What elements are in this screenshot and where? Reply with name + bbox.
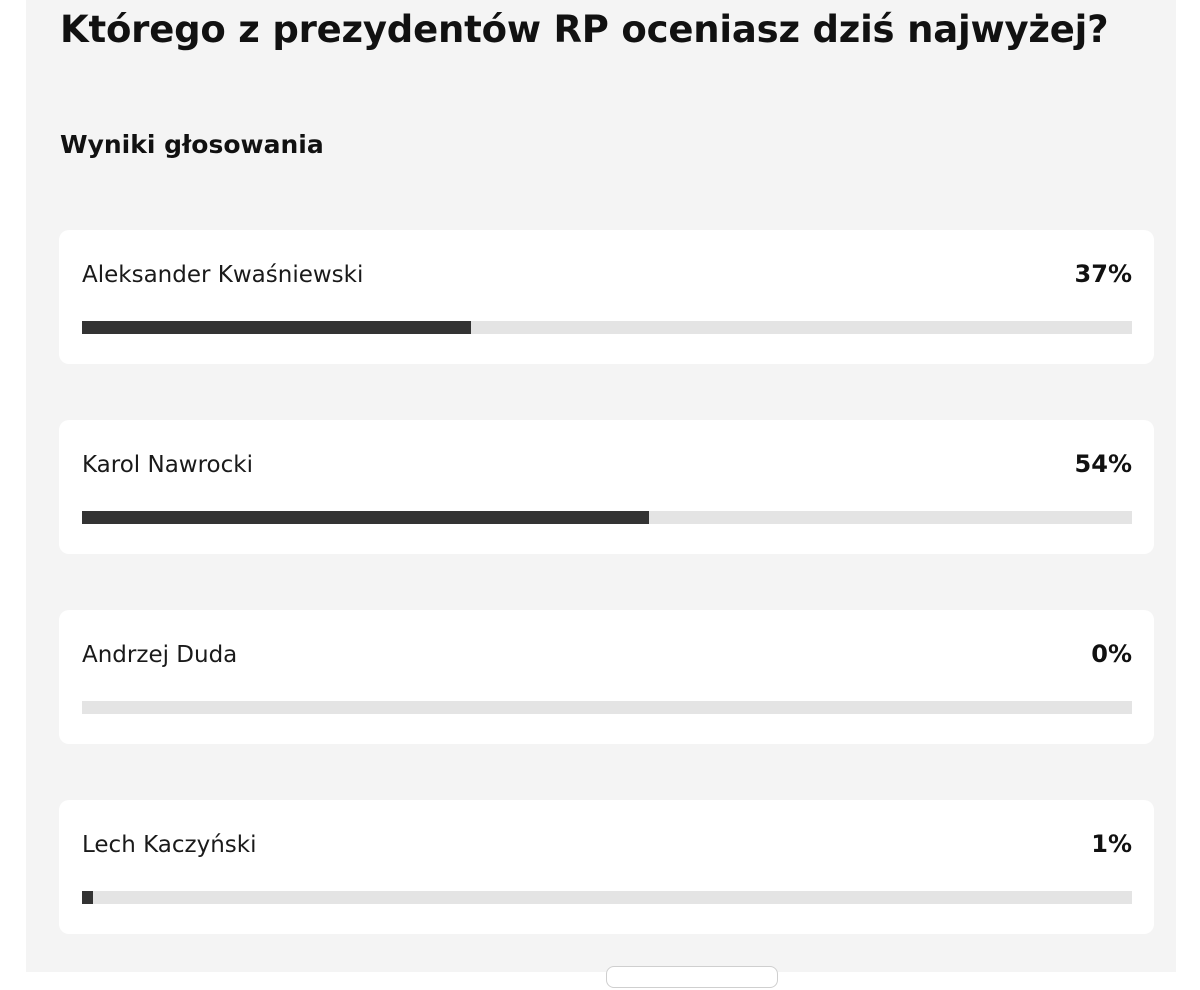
results-heading: Wyniki głosowania: [60, 130, 324, 159]
poll-panel: Którego z prezydentów RP oceniasz dziś n…: [26, 0, 1176, 988]
option-percent: 37%: [1074, 260, 1132, 288]
result-card: Aleksander Kwaśniewski 37%: [59, 230, 1154, 364]
progress-bar-fill: [82, 891, 93, 904]
result-card: Lech Kaczyński 1%: [59, 800, 1154, 934]
option-name: Karol Nawrocki: [82, 452, 253, 478]
poll-title: Którego z prezydentów RP oceniasz dziś n…: [60, 8, 1109, 51]
result-card: Andrzej Duda 0%: [59, 610, 1154, 744]
option-percent: 1%: [1091, 830, 1132, 858]
progress-bar-track: [82, 511, 1132, 524]
progress-bar-fill: [82, 321, 471, 334]
results-list: Aleksander Kwaśniewski 37% Karol Nawrock…: [59, 230, 1154, 990]
more-results-tab[interactable]: [606, 966, 778, 988]
option-name: Andrzej Duda: [82, 642, 238, 668]
progress-bar-track: [82, 321, 1132, 334]
option-name: Lech Kaczyński: [82, 832, 257, 858]
option-percent: 0%: [1091, 640, 1132, 668]
progress-bar-track: [82, 891, 1132, 904]
result-card: Karol Nawrocki 54%: [59, 420, 1154, 554]
progress-bar-track: [82, 701, 1132, 714]
progress-bar-fill: [82, 511, 649, 524]
option-percent: 54%: [1074, 450, 1132, 478]
option-name: Aleksander Kwaśniewski: [82, 262, 364, 288]
